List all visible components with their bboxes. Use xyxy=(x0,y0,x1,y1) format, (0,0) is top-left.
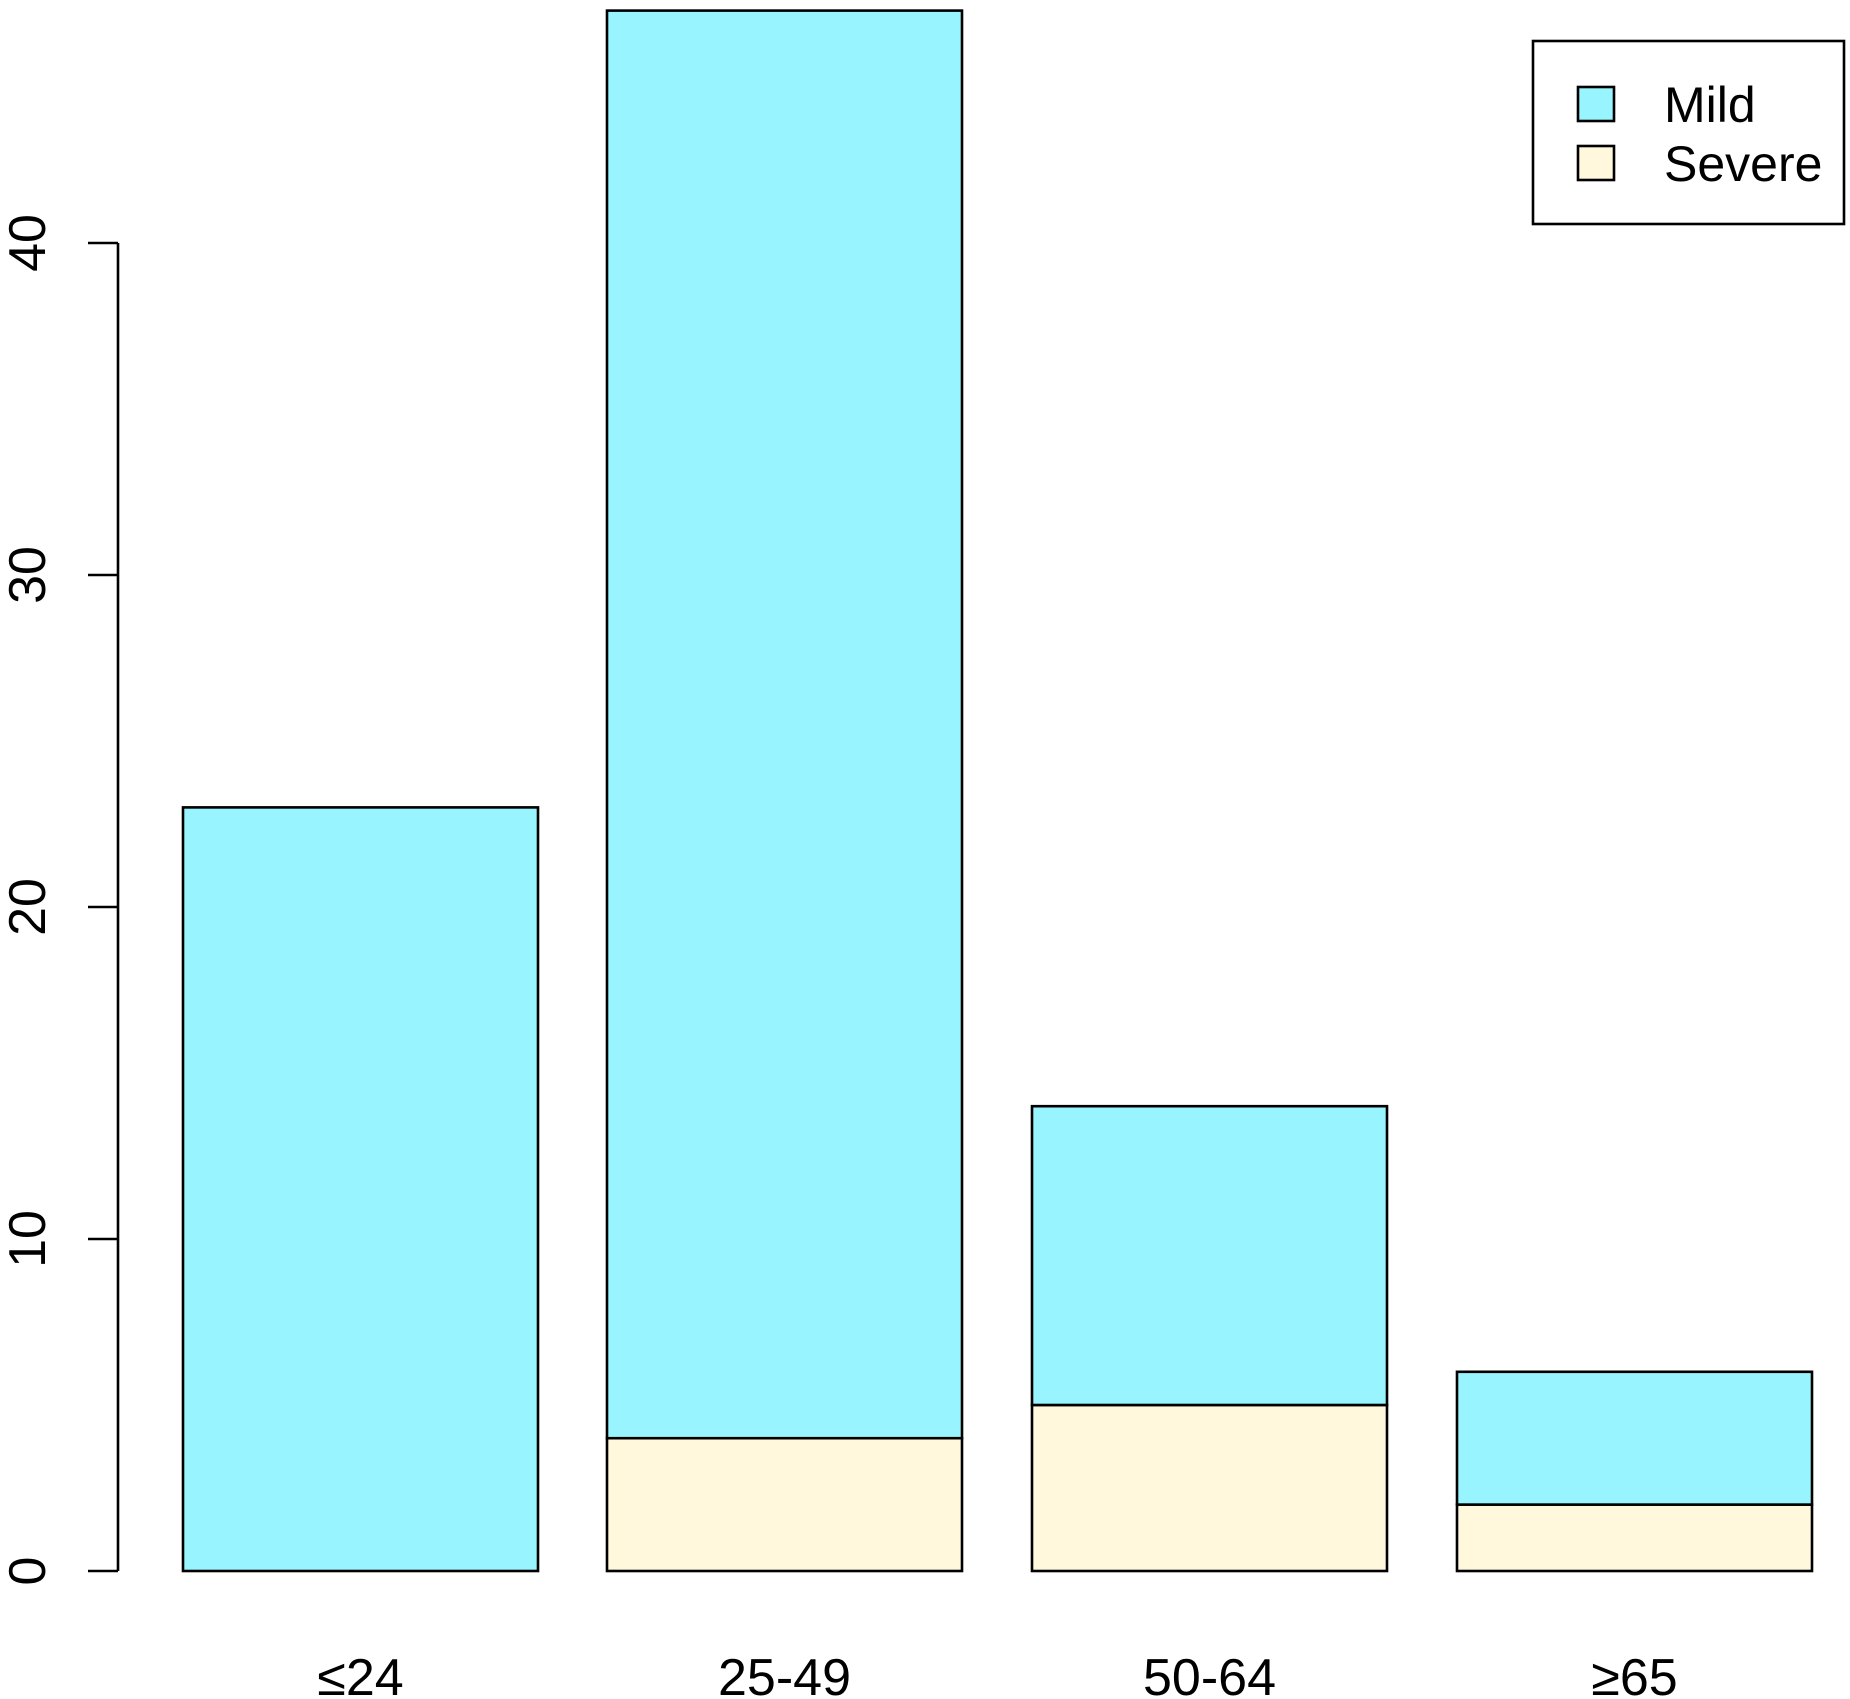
bar-mild-2 xyxy=(1030,1104,1389,1407)
bar-severe-1 xyxy=(605,1436,964,1573)
bar-severe-2 xyxy=(1030,1403,1389,1573)
y-tick-label: 20 xyxy=(0,878,57,936)
y-axis: 0 10 20 30 40 xyxy=(0,214,120,1586)
legend-swatch-mild xyxy=(1576,85,1616,123)
y-tick-label: 0 xyxy=(0,1557,57,1586)
x-category-label: 25-49 xyxy=(718,1649,851,1699)
bar-mild-1 xyxy=(605,9,964,1440)
bar-mild-3 xyxy=(1455,1370,1814,1506)
bar-severe-3 xyxy=(1455,1503,1814,1573)
legend-label-mild: Mild xyxy=(1664,77,1756,133)
x-axis-labels: ≤24 25-49 50-64 ≥65 xyxy=(317,1649,1677,1699)
bars-group xyxy=(181,9,1814,1573)
y-tick-label: 30 xyxy=(0,546,57,604)
legend-label-severe: Severe xyxy=(1664,136,1822,192)
y-tick-label: 10 xyxy=(0,1210,57,1268)
legend-swatch-severe xyxy=(1576,144,1616,182)
y-tick-label: 40 xyxy=(0,214,57,272)
legend-box xyxy=(1531,39,1846,226)
x-category-label: 50-64 xyxy=(1143,1649,1276,1699)
bar-mild-0 xyxy=(181,806,540,1573)
x-category-label: ≥65 xyxy=(1591,1649,1677,1699)
x-category-label: ≤24 xyxy=(317,1649,403,1699)
